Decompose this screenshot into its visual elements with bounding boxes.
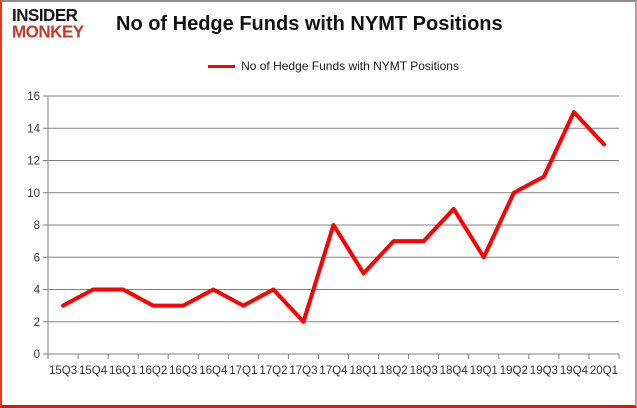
logo-monkey-text: MONKEY — [12, 21, 84, 42]
x-axis-label: 16Q2 — [139, 365, 167, 377]
x-axis-label: 17Q2 — [259, 365, 287, 377]
x-axis-label: 19Q4 — [560, 365, 589, 377]
x-axis-label: 20Q1 — [590, 365, 618, 377]
y-axis-label: 6 — [34, 252, 40, 264]
x-axis-label: 15Q4 — [79, 365, 108, 377]
x-axis-label: 17Q1 — [229, 365, 257, 377]
y-axis-label: 10 — [27, 188, 40, 200]
x-axis-label: 16Q1 — [109, 365, 137, 377]
y-axis-label: 0 — [34, 349, 40, 361]
x-axis-label: 19Q3 — [530, 365, 558, 377]
x-axis-label: 18Q4 — [440, 365, 469, 377]
data-series-line — [61, 110, 606, 324]
y-axis-label: 2 — [34, 317, 40, 329]
legend-line-swatch — [208, 64, 236, 68]
chart-legend: No of Hedge Funds with NYMT Positions — [48, 59, 619, 73]
x-axis-label: 16Q4 — [199, 365, 228, 377]
y-axis-label: 12 — [27, 156, 40, 168]
x-axis-label: 18Q2 — [380, 365, 408, 377]
x-axis-label: 19Q1 — [470, 365, 498, 377]
x-axis-label: 17Q3 — [289, 365, 317, 377]
chart-title: No of Hedge Funds with NYMT Positions — [116, 13, 503, 35]
y-axis-label: 16 — [27, 91, 40, 103]
insider-monkey-logo: INSIDER MONKEY — [12, 5, 84, 42]
x-axis-label: 18Q3 — [410, 365, 438, 377]
x-axis-label: 18Q1 — [349, 365, 377, 377]
x-axis-label: 17Q4 — [319, 365, 348, 377]
x-axis-label: 19Q2 — [500, 365, 528, 377]
y-axis-label: 4 — [34, 285, 41, 297]
x-axis-label: 16Q3 — [169, 365, 197, 377]
x-axis-label: 15Q3 — [49, 365, 77, 377]
legend-label: No of Hedge Funds with NYMT Positions — [241, 59, 459, 73]
y-axis-label: 14 — [27, 123, 40, 135]
y-axis-label: 8 — [34, 220, 40, 232]
logo-insider-text: INSIDER — [12, 5, 78, 26]
